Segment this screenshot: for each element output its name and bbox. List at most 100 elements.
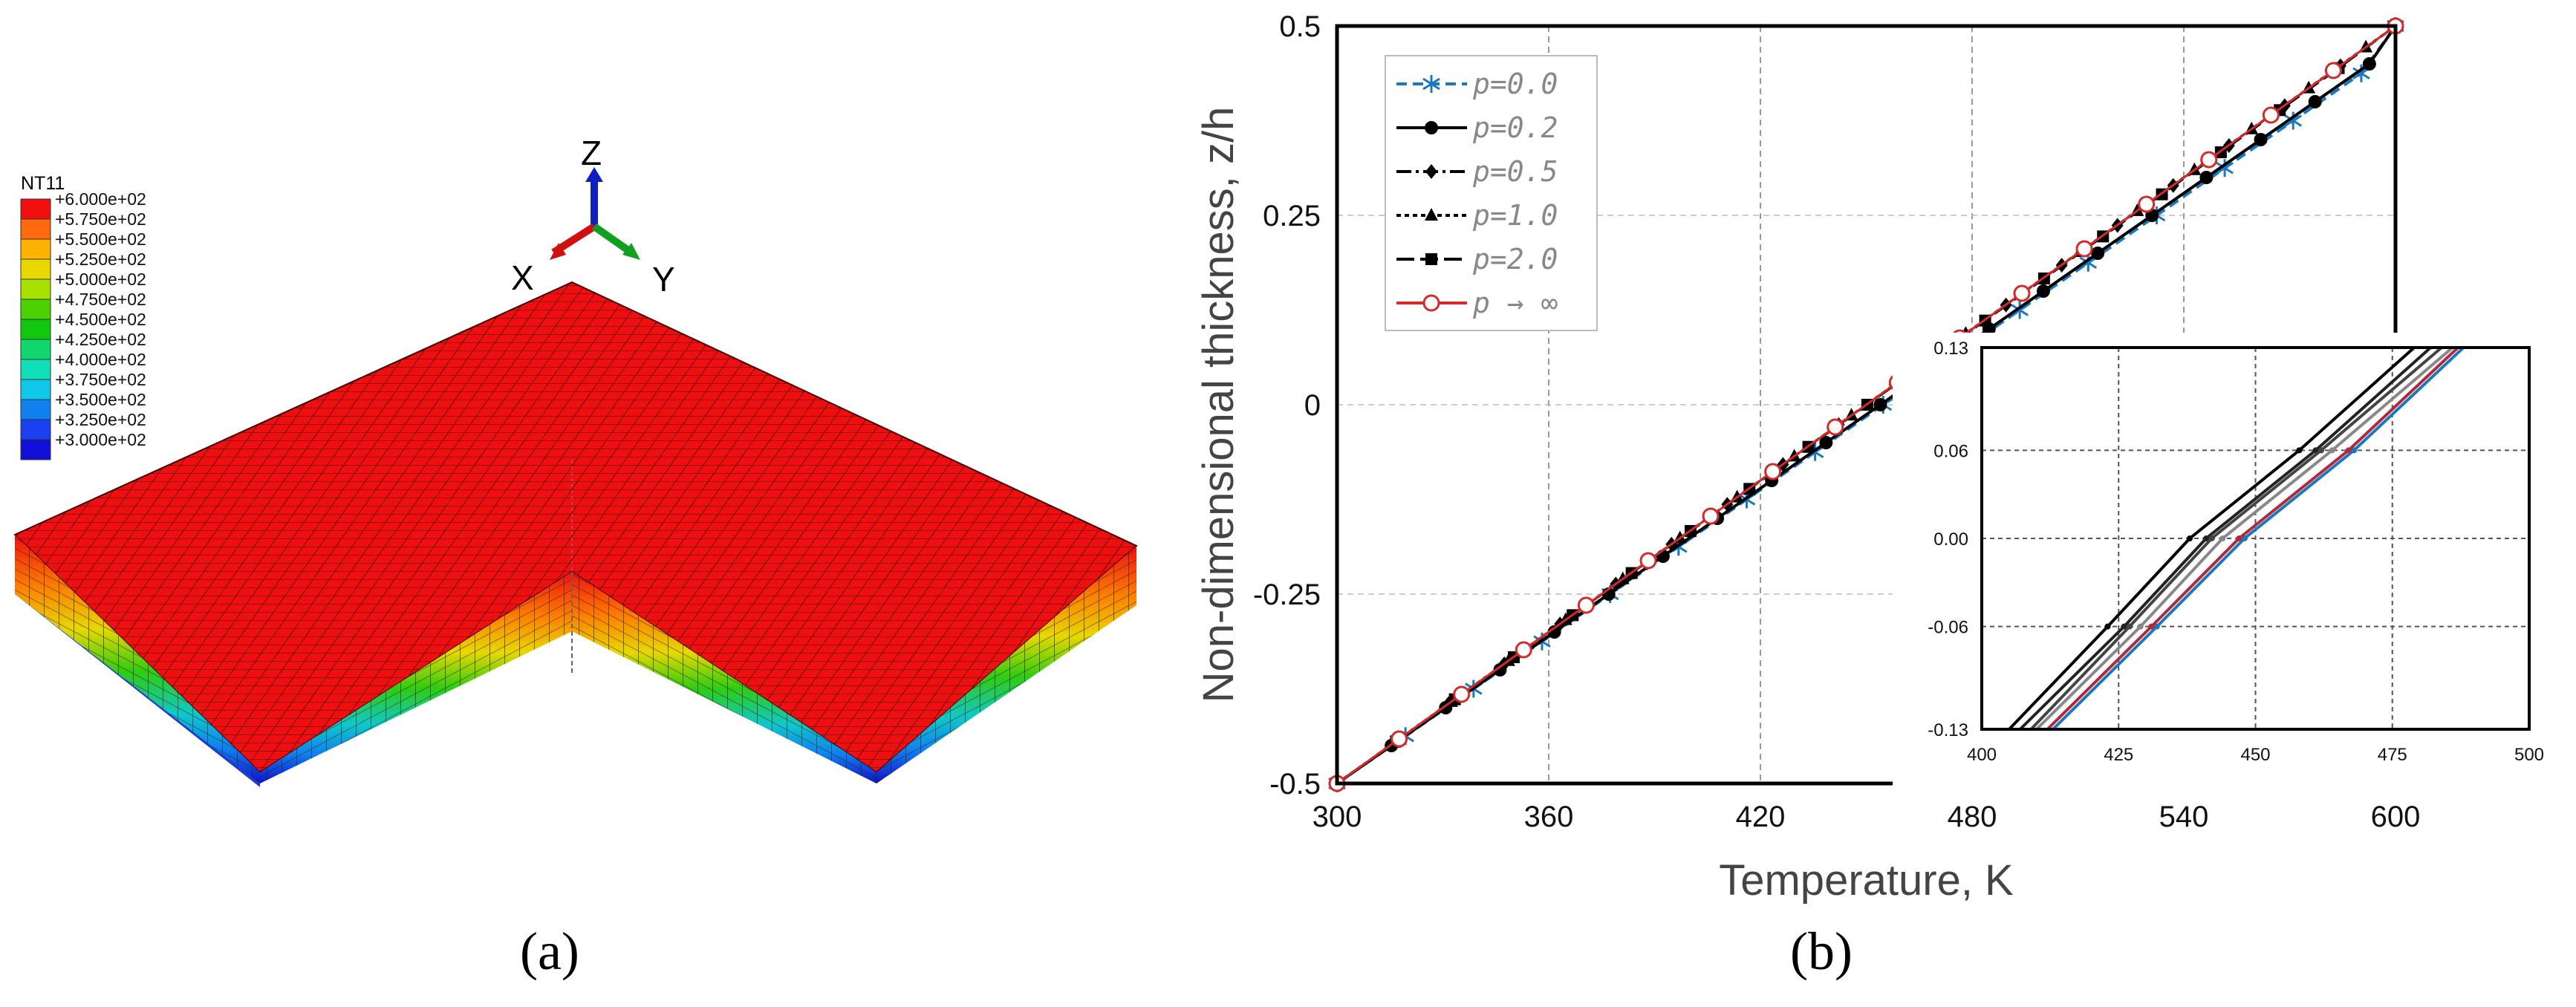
data-point-marker xyxy=(1577,596,1595,614)
legend-value-label: +5.750e+02 xyxy=(55,209,146,229)
x-tick-label: 540 xyxy=(2159,801,2209,833)
inset-marker xyxy=(2351,447,2358,454)
data-point-marker xyxy=(1391,730,1408,748)
legend-title: NT11 xyxy=(21,173,65,194)
x-label: X xyxy=(511,258,534,297)
inset-marker xyxy=(2318,447,2324,454)
inset-marker xyxy=(2104,623,2111,630)
data-point-marker xyxy=(1819,436,1833,449)
y-tick-label: 0 xyxy=(1304,389,1321,422)
data-point-marker xyxy=(1873,398,1887,411)
inset-marker xyxy=(2203,535,2210,541)
inset-marker xyxy=(2148,623,2155,630)
legend-value-label: +4.250e+02 xyxy=(55,330,146,349)
data-point-marker xyxy=(1764,463,1782,480)
data-point-marker xyxy=(2362,57,2376,71)
caption-b: (b) xyxy=(1790,922,1853,981)
inset-frame xyxy=(1980,346,2531,731)
inset-series xyxy=(2046,346,2459,731)
inset-series xyxy=(2035,346,2454,731)
legend-label: p=0.0 xyxy=(1472,68,1558,100)
y-arrow-icon xyxy=(592,223,634,256)
inset-series xyxy=(2029,346,2443,731)
legend: p=0.0 p=0.2 p=0.5 p=1.0 p=2.0 p → ∞ xyxy=(1385,55,1598,331)
data-point-marker xyxy=(1425,121,1438,134)
inset-x-tick-label: 425 xyxy=(2104,745,2133,765)
legend-entry: p → ∞ xyxy=(1396,287,1558,319)
x-tick-label: 600 xyxy=(2371,801,2421,833)
data-point-marker xyxy=(2075,240,2093,258)
data-point-marker xyxy=(2079,253,2098,272)
inset-series xyxy=(2019,346,2432,731)
z-label: Z xyxy=(581,134,602,172)
legend-value-label: +5.000e+02 xyxy=(55,270,146,289)
data-point-marker xyxy=(2091,247,2105,260)
data-point-marker xyxy=(2011,301,2029,319)
caption-a: (a) xyxy=(520,922,579,981)
inset-zoom-plot: 400 425 450 475 500 0.13 0.06 0.00 -0.06 -0.13 xyxy=(1893,333,2559,796)
inset-background xyxy=(1893,333,2559,796)
legend-value-label: +3.500e+02 xyxy=(55,390,146,409)
legend-value-label: +5.250e+02 xyxy=(55,250,146,269)
x-tick-label: 360 xyxy=(1524,801,1574,833)
legend-swatch xyxy=(20,359,51,380)
main-series-lines xyxy=(1328,17,2404,792)
inset-marker xyxy=(2345,447,2352,454)
x-tick-label: 480 xyxy=(1948,801,1997,833)
data-point-marker xyxy=(1422,75,1440,93)
inset-marker xyxy=(2296,447,2303,454)
legend-value-label: +4.750e+02 xyxy=(55,290,146,309)
y-axis-label: Non-dimensional thickness, z/h xyxy=(1194,107,1243,703)
inset-marker xyxy=(2219,535,2226,541)
data-point-marker xyxy=(1425,208,1438,221)
legend-box xyxy=(1385,55,1598,331)
series-line xyxy=(1336,25,2396,785)
inset-marker xyxy=(2208,535,2215,541)
data-point-marker xyxy=(2284,111,2303,130)
inset-x-tick-label: 475 xyxy=(2378,745,2407,765)
legend-value-label: +3.750e+02 xyxy=(55,370,146,389)
legend-label: p=0.5 xyxy=(1472,155,1558,188)
legend-label: p=1.0 xyxy=(1472,199,1558,232)
inset-x-tick-label: 400 xyxy=(1967,745,1997,765)
axis-triad: Z X Y xyxy=(511,134,675,299)
data-point-marker xyxy=(2254,133,2268,146)
legend-label: p=2.0 xyxy=(1472,243,1558,276)
data-point-marker xyxy=(2138,195,2156,213)
legend-swatch xyxy=(20,419,51,440)
y-tick-label: -0.25 xyxy=(1253,579,1321,611)
legend-swatch xyxy=(20,198,51,220)
data-point-marker xyxy=(1547,625,1561,639)
color-legend xyxy=(20,198,51,460)
fe-mesh-model xyxy=(13,281,1138,787)
legend-swatch xyxy=(20,439,51,460)
inset-y-tick-label: -0.13 xyxy=(1928,720,1968,740)
data-point-marker xyxy=(1425,164,1437,179)
legend-value-label: +5.500e+02 xyxy=(55,229,146,249)
inset-series xyxy=(2008,346,2416,731)
legend-label: p → ∞ xyxy=(1472,287,1558,319)
inset-y-tick-label: 0.06 xyxy=(1933,441,1968,461)
legend-swatch xyxy=(20,319,51,340)
legend-label: p=0.2 xyxy=(1472,111,1558,144)
y-tick-label: 0.25 xyxy=(1263,200,1321,232)
legend-swatch xyxy=(20,379,51,400)
data-point-marker xyxy=(1639,552,1657,570)
data-point-marker xyxy=(1515,641,1532,659)
inset-x-tick-label: 500 xyxy=(2514,745,2544,765)
data-point-marker xyxy=(2262,106,2280,124)
legend-swatch xyxy=(20,238,51,260)
inset-y-tick-label: -0.06 xyxy=(1928,618,1968,638)
inset-marker xyxy=(2329,447,2335,454)
legend-entry: p=0.5 xyxy=(1396,155,1558,188)
data-point-marker xyxy=(2308,95,2322,108)
y-tick-label: 0.5 xyxy=(1279,10,1321,43)
inset-marker xyxy=(2187,535,2193,541)
data-point-marker xyxy=(1453,685,1471,703)
y-tick-label: -0.5 xyxy=(1269,768,1321,801)
data-point-marker xyxy=(2036,284,2050,298)
legend-value-label: +4.500e+02 xyxy=(55,310,146,329)
y-label: Y xyxy=(652,260,675,299)
inset-y-tick-label: 0.13 xyxy=(1933,339,1968,359)
inset-marker xyxy=(2153,623,2160,630)
